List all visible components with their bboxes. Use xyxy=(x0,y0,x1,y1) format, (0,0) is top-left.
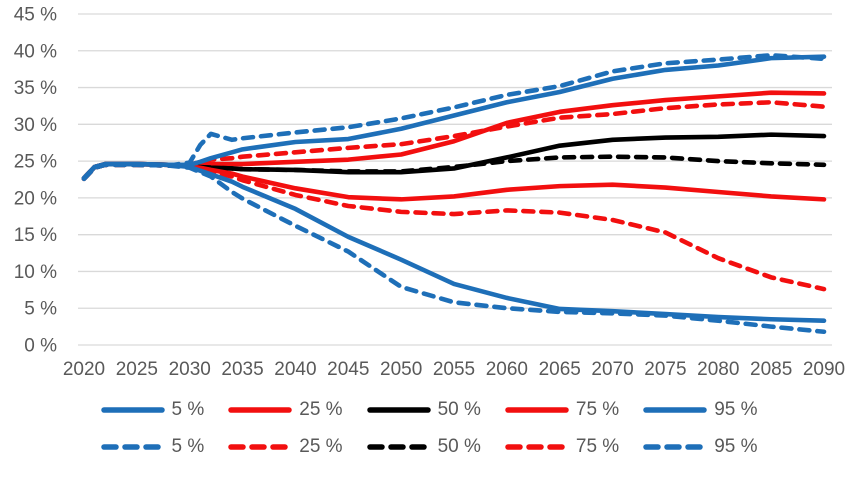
legend-item-75%-solid: 75 % xyxy=(505,400,619,419)
legend-label: 95 % xyxy=(714,436,758,457)
legend-item-75%-dashed: 75 % xyxy=(505,437,619,456)
legend-label: 50 % xyxy=(437,399,481,420)
legend-row-solid: 5 % 25 % 50 % 75 % 95 % xyxy=(89,400,770,419)
x-tick-label: 2080 xyxy=(697,359,739,380)
y-axis-tick-labels: 0 % 5 % 10 % 15 % 20 % 25 % 30 % 35 % 40 % 45 % xyxy=(14,5,57,357)
legend-swatch-dashed-line-icon xyxy=(228,443,292,450)
legend-swatch-solid-line-icon xyxy=(505,406,569,413)
series-line-5%-solid xyxy=(81,161,827,324)
x-tick-label: 2065 xyxy=(539,359,581,380)
legend-label: 50 % xyxy=(437,436,481,457)
x-tick-label: 2075 xyxy=(644,359,686,380)
x-tick-label: 2025 xyxy=(116,359,158,380)
x-tick-label: 2020 xyxy=(63,359,105,380)
y-tick-label: 25 % xyxy=(14,152,57,173)
legend-label: 75 % xyxy=(575,436,620,457)
x-tick-label: 2040 xyxy=(274,359,316,380)
legend-label: 25 % xyxy=(299,399,343,420)
x-axis-tick-labels: 2020 2025 2030 2035 2040 2045 2050 2055 2060 2065… xyxy=(63,359,845,380)
series-line-5%-dashed xyxy=(81,162,827,335)
x-tick-label: 2055 xyxy=(433,359,475,380)
chart-legend: 5 % 25 % 50 % 75 % 95 % 5 % 25 % 50 % 75 % 95 % xyxy=(0,400,858,456)
legend-item-50%-solid: 50 % xyxy=(366,399,481,420)
y-tick-label: 20 % xyxy=(14,188,57,209)
legend-swatch-dashed-line-icon xyxy=(100,443,165,450)
x-tick-label: 2090 xyxy=(803,359,845,380)
legend-swatch-solid-line-icon xyxy=(100,406,165,413)
plot-area: 0 % 5 % 10 % 15 % 20 % 25 % 30 % 35 % 40 % 45 % 2… xyxy=(14,5,845,381)
legend-swatch-dashed-line-icon xyxy=(366,443,431,450)
y-tick-label: 15 % xyxy=(14,225,57,246)
legend-label: 75 % xyxy=(575,399,620,420)
y-tick-label: 45 % xyxy=(14,5,57,26)
x-tick-label: 2050 xyxy=(380,359,422,380)
legend-item-5%-dashed: 5 % xyxy=(100,436,205,457)
series-line-95%-dashed xyxy=(81,52,827,182)
x-tick-label: 2060 xyxy=(486,359,528,380)
series-line-25%-dashed xyxy=(81,162,827,292)
legend-item-95%-solid: 95 % xyxy=(643,399,758,420)
legend-swatch-solid-line-icon xyxy=(228,406,292,413)
y-tick-label: 35 % xyxy=(14,78,57,99)
series-line-75%-dashed xyxy=(81,99,827,182)
legend-label: 25 % xyxy=(299,436,343,457)
legend-swatch-solid-line-icon xyxy=(643,406,707,413)
x-tick-label: 2085 xyxy=(750,359,792,380)
y-tick-label: 30 % xyxy=(14,115,57,136)
x-tick-label: 2030 xyxy=(169,359,211,380)
y-tick-label: 40 % xyxy=(14,41,57,62)
series-line-50%-dashed xyxy=(81,154,827,182)
legend-item-25%-solid: 25 % xyxy=(228,399,343,420)
y-tick-label: 5 % xyxy=(24,299,57,320)
y-tick-label: 0 % xyxy=(24,336,57,357)
x-tick-label: 2070 xyxy=(591,359,633,380)
legend-label: 5 % xyxy=(171,399,205,420)
legend-swatch-solid-line-icon xyxy=(366,406,431,413)
legend-label: 95 % xyxy=(714,399,758,420)
legend-label: 5 % xyxy=(171,436,205,457)
series-lines xyxy=(81,52,827,335)
legend-row-dashed: 5 % 25 % 50 % 75 % 95 % xyxy=(89,437,770,456)
legend-item-25%-dashed: 25 % xyxy=(228,436,343,457)
legend-item-95%-dashed: 95 % xyxy=(643,436,758,457)
x-tick-label: 2045 xyxy=(327,359,369,380)
legend-swatch-dashed-line-icon xyxy=(505,443,569,450)
legend-item-50%-dashed: 50 % xyxy=(366,436,481,457)
legend-item-5%-solid: 5 % xyxy=(100,399,205,420)
legend-swatch-dashed-line-icon xyxy=(643,443,707,450)
x-tick-label: 2035 xyxy=(221,359,263,380)
y-tick-label: 10 % xyxy=(14,262,57,283)
